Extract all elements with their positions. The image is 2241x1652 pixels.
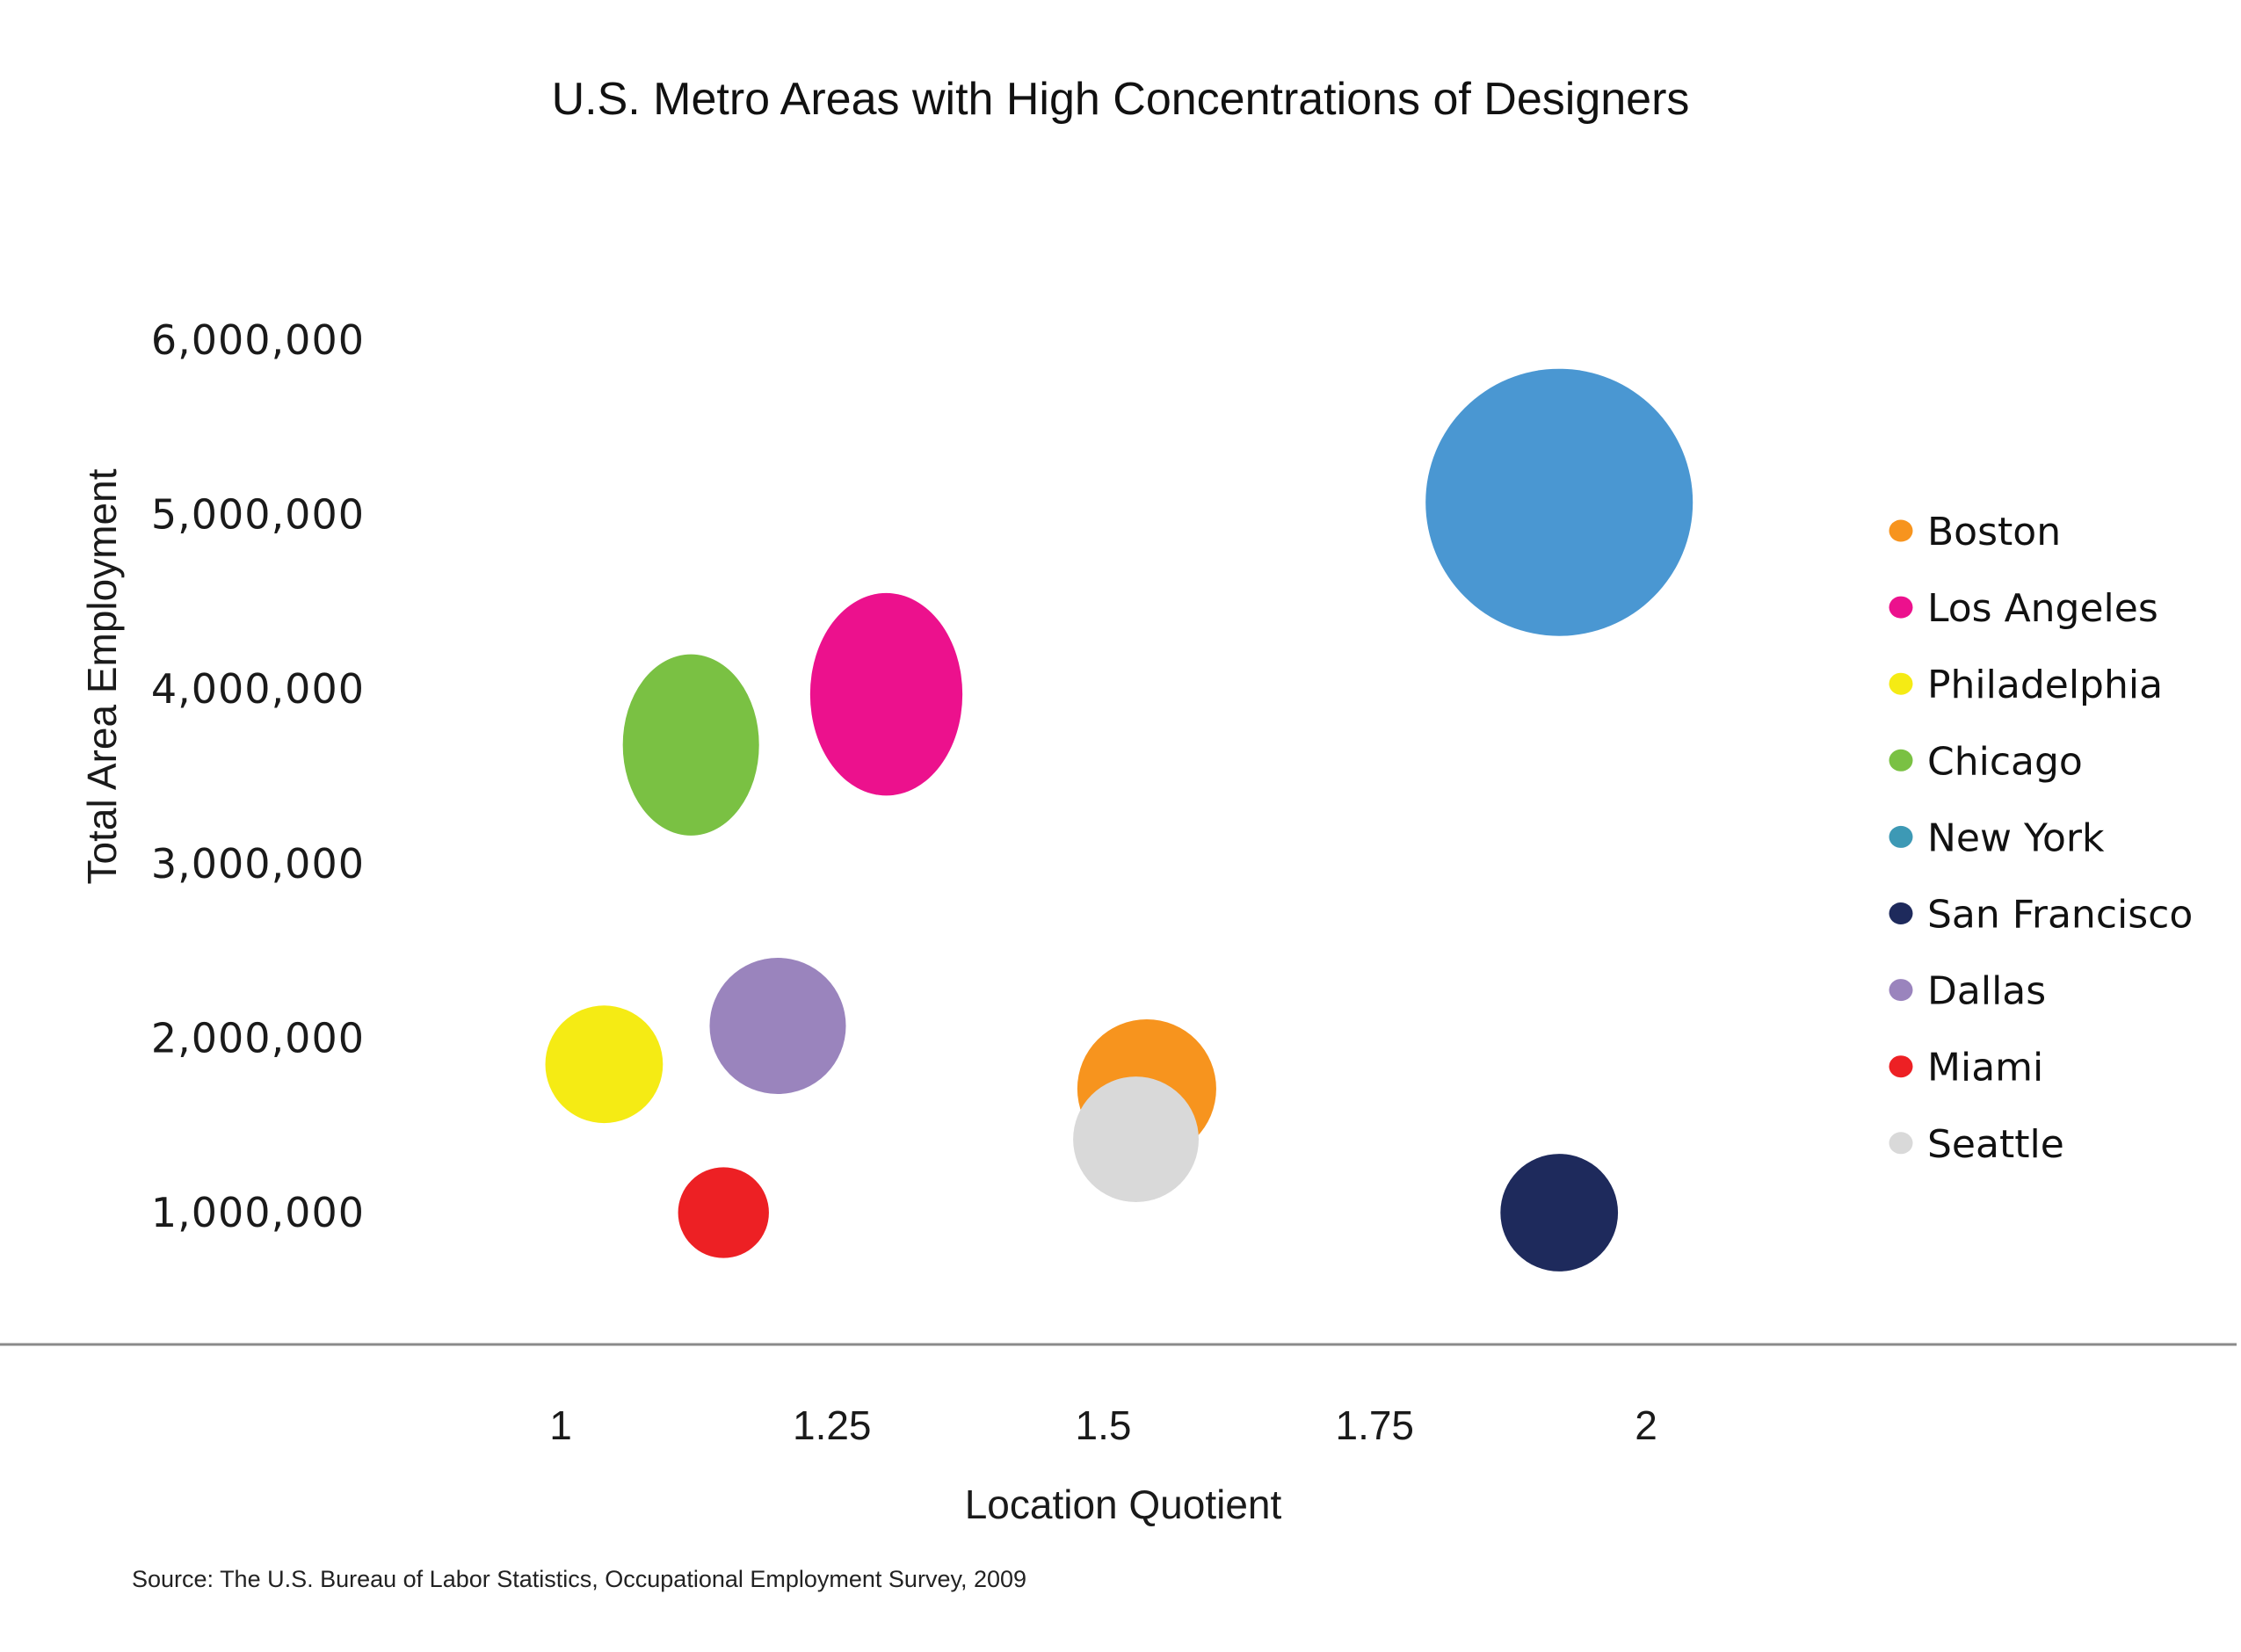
x-tick-label: 1.25 (793, 1402, 872, 1448)
x-axis-label: Location Quotient (965, 1482, 1282, 1527)
y-tick-label: 2,000,000 (151, 1014, 365, 1061)
y-tick-label: 4,000,000 (151, 665, 365, 713)
legend-marker (1889, 749, 1913, 772)
legend-label: New York (1927, 815, 2105, 860)
legend-item: Chicago (1889, 739, 2083, 784)
legend-label: Los Angeles (1927, 586, 2158, 631)
legend-marker (1889, 902, 1913, 924)
y-tick-label: 1,000,000 (151, 1189, 365, 1236)
x-axis-ticks: 1 1.25 1.5 1.75 2 (549, 1402, 1657, 1448)
source-note: Source: The U.S. Bureau of Labor Statist… (132, 1566, 1026, 1592)
legend-label: Boston (1927, 510, 2061, 554)
x-tick-label: 1.75 (1335, 1402, 1414, 1448)
legend-label: San Francisco (1927, 893, 2193, 938)
y-axis-ticks: 6,000,000 5,000,000 4,000,000 3,000,000 2,00… (151, 316, 365, 1236)
bubble-miami (678, 1167, 769, 1258)
legend-item: San Francisco (1889, 893, 2193, 938)
bubble-san-francisco (1500, 1154, 1619, 1272)
legend-item: Los Angeles (1889, 586, 2158, 631)
bubbles-group (545, 368, 1693, 1272)
chart-title: U.S. Metro Areas with High Concentration… (552, 74, 1690, 125)
legend-item: Seattle (1889, 1122, 2064, 1167)
bubble-seattle (1073, 1076, 1199, 1203)
y-axis-label: Total Area Employment (79, 468, 125, 884)
legend-item: Dallas (1889, 969, 2046, 1014)
y-tick-label: 5,000,000 (151, 491, 365, 539)
bubble-new-york (1425, 368, 1693, 636)
legend-label: Chicago (1927, 739, 2083, 784)
legend-marker (1889, 672, 1913, 695)
x-tick-label: 1 (549, 1402, 572, 1448)
y-tick-label: 3,000,000 (151, 840, 365, 888)
legend-marker (1889, 825, 1913, 848)
legend-marker (1889, 596, 1913, 619)
legend-item: Philadelphia (1889, 663, 2163, 707)
bubble-philadelphia (545, 1005, 664, 1124)
legend-label: Seattle (1927, 1122, 2064, 1167)
legend-marker (1889, 1055, 1913, 1078)
legend-marker (1889, 979, 1913, 1002)
y-tick-label: 6,000,000 (151, 316, 365, 364)
legend: Boston Los Angeles Philadelphia Chicago New … (1889, 510, 2193, 1167)
legend-marker (1889, 1132, 1913, 1155)
bubble-los-angeles (809, 592, 963, 796)
legend-item: Boston (1889, 510, 2061, 554)
legend-item: Miami (1889, 1046, 2043, 1090)
legend-label: Philadelphia (1927, 663, 2163, 707)
legend-label: Dallas (1927, 969, 2046, 1014)
bubble-chicago (622, 654, 759, 836)
x-tick-label: 2 (1635, 1402, 1657, 1448)
legend-marker (1889, 519, 1913, 542)
legend-item: New York (1889, 815, 2105, 860)
bubble-dallas (709, 957, 846, 1095)
legend-label: Miami (1927, 1046, 2043, 1090)
x-tick-label: 1.5 (1076, 1402, 1132, 1448)
